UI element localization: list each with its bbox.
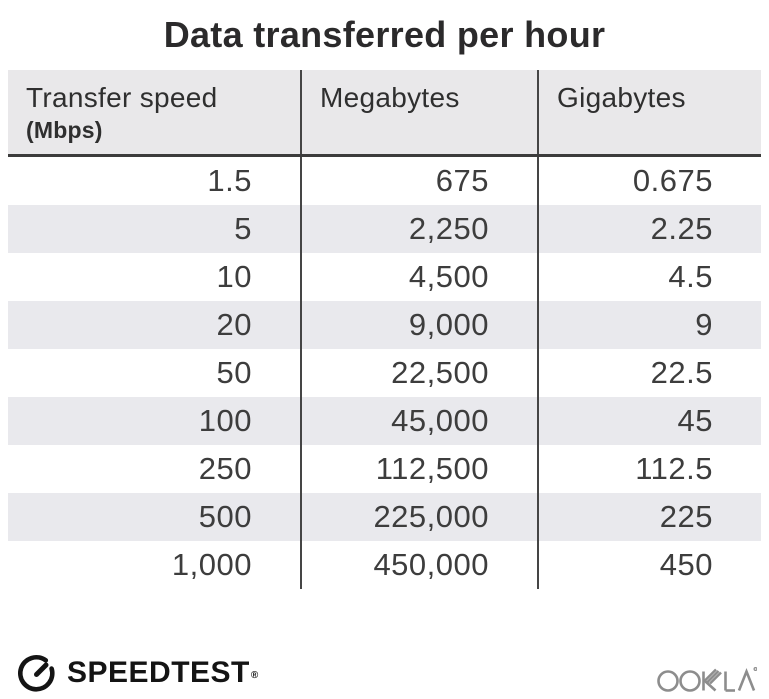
- table-cell: 4,500: [302, 253, 539, 301]
- column-header-megabytes: Megabytes: [302, 70, 539, 154]
- table-cell: 500: [8, 493, 302, 541]
- table-cell: 22.5: [650, 355, 713, 390]
- column-header-gigabytes: Gigabytes: [539, 70, 761, 154]
- table-row: 500 225,000 225: [8, 493, 761, 541]
- table-row: 1,000 450,000 450: [8, 541, 761, 589]
- table-cell: 675: [302, 157, 539, 205]
- table-cell: 100: [8, 397, 302, 445]
- data-table: Transfer speed (Mbps) Megabytes Gigabyte…: [8, 70, 761, 589]
- table-cell: 45: [677, 403, 713, 438]
- table-body: 1.5 675 0.675 5 2,250 2.25 10 4,500 4.5 20 9,000 9 5…: [8, 157, 761, 589]
- table-row: 50 22,500 22.5: [8, 349, 761, 397]
- table-row: 20 9,000 9: [8, 301, 761, 349]
- table-cell: 50: [8, 349, 302, 397]
- table-header-row: Transfer speed (Mbps) Megabytes Gigabyte…: [8, 70, 761, 157]
- table-cell: 1.5: [8, 157, 302, 205]
- table-cell: 2,250: [302, 205, 539, 253]
- speedtest-logo: SPEEDTEST ®: [16, 652, 259, 694]
- speedtest-wordmark: SPEEDTEST: [67, 656, 250, 689]
- table-cell: 250: [8, 445, 302, 493]
- footer: SPEEDTEST ®: [0, 648, 769, 698]
- table-cell: 112,500: [302, 445, 539, 493]
- page-title: Data transferred per hour: [163, 14, 606, 55]
- table-cell: 0.675: [632, 163, 713, 198]
- table-cell: 20: [8, 301, 302, 349]
- table-cell: 450: [659, 547, 713, 582]
- table-cell: 9,000: [302, 301, 539, 349]
- table-cell: 2.25: [650, 211, 713, 246]
- table-cell: 112.5: [635, 451, 713, 486]
- table-cell: 4.5: [668, 259, 713, 294]
- column-header-transfer-speed: Transfer speed (Mbps): [8, 70, 302, 154]
- ookla-wordmark-icon: [657, 666, 758, 692]
- table-row: 5 2,250 2.25: [8, 205, 761, 253]
- table-cell: 45,000: [302, 397, 539, 445]
- table-row: 250 112,500 112.5: [8, 445, 761, 493]
- column-header-unit: (Mbps): [26, 117, 103, 143]
- table-cell: 450,000: [302, 541, 539, 589]
- table-cell: 22,500: [302, 349, 539, 397]
- column-header-label: Megabytes: [320, 82, 460, 113]
- table-cell: 5: [8, 205, 302, 253]
- table-cell: 225: [659, 499, 713, 534]
- table-cell: 10: [8, 253, 302, 301]
- column-header-label: Transfer speed: [26, 82, 218, 113]
- ookla-logo: [657, 660, 758, 699]
- speedtest-gauge-icon: [18, 654, 55, 692]
- registered-trademark-icon: ®: [250, 669, 259, 681]
- column-header-label: Gigabytes: [557, 82, 686, 113]
- table-row: 10 4,500 4.5: [8, 253, 761, 301]
- table-row: 100 45,000 45: [8, 397, 761, 445]
- table-cell: 9: [695, 307, 713, 342]
- table-cell: 225,000: [302, 493, 539, 541]
- table-cell: 1,000: [8, 541, 302, 589]
- table-row: 1.5 675 0.675: [8, 157, 761, 205]
